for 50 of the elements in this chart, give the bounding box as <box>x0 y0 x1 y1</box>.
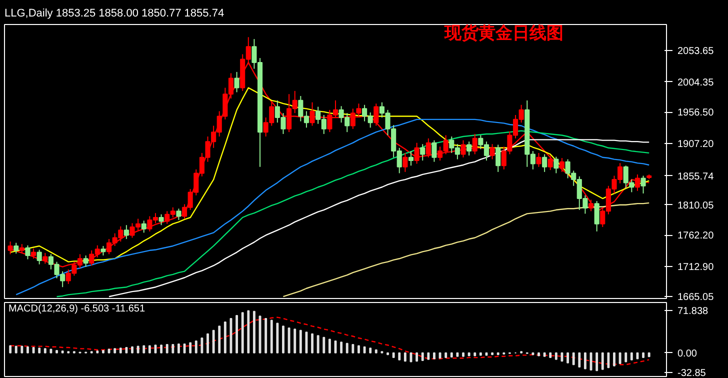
y-tick-label: 1712.90 <box>678 262 714 273</box>
y-tick-label: 1810.05 <box>678 200 714 212</box>
chart-title: LLG,Daily 1853.25 1858.00 1850.77 1855.74 <box>4 8 224 20</box>
candlestick <box>141 220 146 234</box>
candlestick <box>640 175 646 194</box>
candlestick <box>634 174 640 192</box>
candlestick <box>426 138 431 158</box>
y-tick-label: 2053.65 <box>678 46 714 58</box>
y-tick-label: -32.85 <box>678 368 706 378</box>
y-tick-label: 1956.50 <box>678 108 714 119</box>
candlestick <box>374 103 379 126</box>
annotation: 现货黄金日线图 <box>444 24 564 44</box>
candlestick <box>158 214 164 226</box>
candlestick <box>408 150 414 166</box>
chart-title: MACD(12,26,9) -6.503 -11.651 <box>8 304 146 314</box>
candlestick <box>310 102 315 126</box>
candlestick <box>472 133 478 155</box>
candlestick <box>414 142 420 164</box>
candlestick <box>14 242 19 254</box>
candlestick <box>542 154 548 172</box>
candlestick <box>36 249 42 265</box>
candlestick <box>31 248 36 260</box>
y-tick-label: 1762.20 <box>678 230 714 242</box>
candlestick <box>496 144 501 172</box>
candlestick <box>25 244 30 260</box>
candlestick <box>42 252 48 264</box>
y-tick-label: 71.838 <box>678 306 709 317</box>
candlestick <box>176 208 182 221</box>
line-series <box>10 316 650 366</box>
candlestick <box>402 152 408 172</box>
candlestick <box>100 245 106 256</box>
candlestick <box>490 144 495 160</box>
candlestick <box>466 141 472 156</box>
y-tick-label: 2004.35 <box>678 77 714 88</box>
candlestick <box>588 199 594 212</box>
candlestick <box>460 140 466 158</box>
candlestick <box>234 71 240 93</box>
y-tick-label: 1665.05 <box>678 292 714 304</box>
candlestick <box>432 140 437 162</box>
candlestick <box>536 152 542 168</box>
candlestick <box>420 144 426 162</box>
y-tick-label: 1907.20 <box>678 138 714 150</box>
candlestick <box>559 158 565 172</box>
y-tick-label: 1855.74 <box>678 171 714 182</box>
candlestick <box>548 154 553 171</box>
candlestick <box>83 254 88 268</box>
candlestick <box>124 224 129 240</box>
candlestick <box>554 156 559 174</box>
y-tick-label: 0.00 <box>678 348 698 360</box>
candlestick <box>594 200 600 232</box>
